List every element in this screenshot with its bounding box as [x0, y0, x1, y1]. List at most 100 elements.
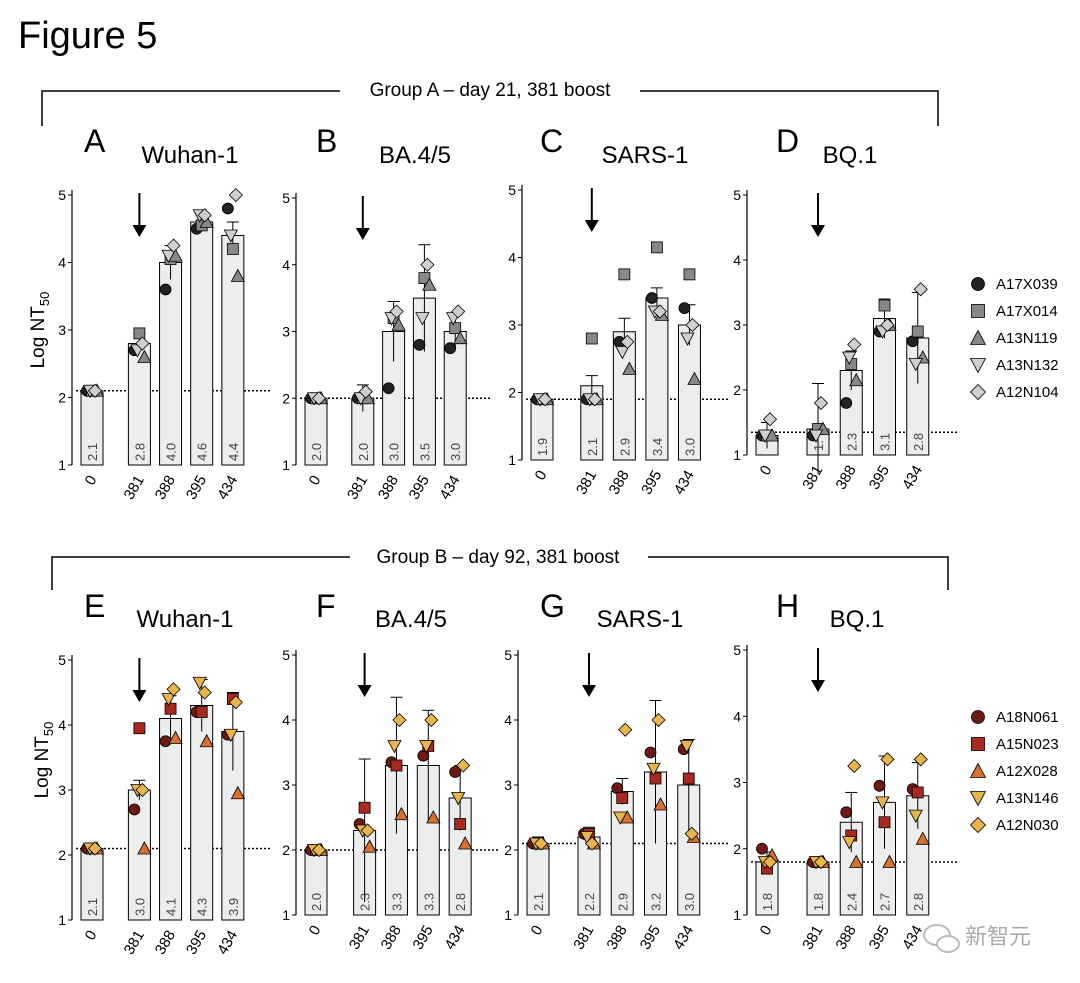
data-point-A12X028: [199, 733, 214, 748]
data-point-A18N061: [159, 735, 172, 748]
bar-value-label: 2.1: [85, 898, 100, 916]
data-point-A12N104: [166, 238, 181, 253]
data-point-A12N104: [620, 334, 635, 349]
data-point-A12N030: [228, 695, 243, 710]
bar-value-label: 2.0: [356, 443, 371, 461]
data-point-A13N119: [622, 361, 637, 375]
data-point-A17X039: [444, 342, 457, 355]
x-tick-label: 388: [375, 473, 402, 503]
y-tick-label: 1: [282, 907, 290, 923]
x-tick-label: 381: [121, 928, 148, 958]
y-tick-label: 5: [733, 642, 741, 658]
bar-value-label: 2.8: [132, 443, 147, 461]
data-point-A13N132: [615, 346, 630, 360]
bar-value-label: 4.3: [195, 898, 210, 916]
data-point-A15N023: [164, 702, 177, 715]
data-point-A12N104: [537, 392, 553, 407]
y-tick-label: 1: [733, 907, 741, 923]
y-tick-label: 3: [504, 777, 512, 793]
bar-395: [190, 705, 214, 921]
data-point-A12N104: [358, 384, 373, 399]
x-tick-label: 388: [152, 473, 179, 503]
x-tick-label: 381: [799, 463, 826, 493]
data-point-A12N030: [166, 682, 181, 697]
data-point-A12X028: [426, 810, 441, 824]
bar-value-label: 3.9: [226, 898, 241, 916]
data-point-A12N104: [389, 304, 404, 319]
data-point-A12X028: [168, 730, 183, 744]
y-tick-label: 2: [508, 385, 516, 401]
bar-value-label: 4.1: [164, 898, 179, 916]
data-point-A15N023: [195, 706, 208, 718]
bar-value-label: 1.9: [535, 438, 550, 456]
data-point-A15N023: [682, 772, 695, 785]
legend-label: A13N146: [996, 790, 1059, 807]
data-point-A13N119: [199, 214, 214, 228]
y-tick-label: 1: [504, 907, 512, 923]
boost-arrow-icon: [811, 225, 825, 237]
data-point-A13N146: [613, 811, 628, 825]
data-point-A12N104: [880, 317, 895, 333]
bar-value-label: 3.3: [421, 893, 436, 911]
y-tick-label: 2: [58, 390, 66, 406]
data-point-A12X028: [653, 797, 668, 811]
bar-value-label: 3.0: [682, 438, 697, 456]
data-point-A12N030: [584, 836, 600, 851]
data-point-A12N104: [762, 412, 778, 427]
panel-D: D BQ.1 1 2 3 4 5 0 1. 381 2.3 388 3.1 395 2.8 434: [733, 123, 957, 493]
bar-value-label: 2.7: [878, 893, 893, 911]
legend-marker-A17X014: [971, 304, 985, 318]
y-tick-label: 3: [282, 324, 290, 340]
y-tick-label: 3: [733, 775, 741, 791]
data-point-A12N030: [360, 823, 375, 838]
panel-letter: E: [84, 588, 105, 624]
legend-marker-A13N132: [969, 358, 987, 374]
data-point-A12X028: [457, 836, 473, 850]
y-tick-label: 1: [58, 457, 66, 473]
x-tick-label: 388: [152, 928, 179, 958]
data-point-A12X028: [137, 841, 152, 855]
x-tick-label: 395: [866, 923, 893, 953]
panel-letter: G: [540, 588, 565, 624]
data-point-A13N146: [842, 836, 857, 850]
data-point-A17X014: [133, 327, 146, 340]
data-point-A12N030: [813, 854, 829, 870]
y-axis-label-bottom: Log NT50: [32, 722, 56, 799]
bar-value-label: 2.0: [309, 443, 324, 461]
panel-title: Wuhan-1: [142, 142, 239, 169]
bar-value-label: 3.0: [448, 443, 463, 461]
bar-value-label: 2.1: [531, 893, 546, 911]
data-point-A12N104: [228, 187, 243, 203]
bar-value-label: 4.4: [226, 443, 241, 461]
boost-arrow-icon: [132, 690, 147, 702]
boost-arrow-icon: [811, 680, 825, 692]
x-tick-label: 388: [832, 923, 859, 953]
data-point-A12N104: [87, 383, 103, 398]
data-point-A12N104: [587, 392, 602, 407]
y-tick-label: 3: [58, 782, 66, 798]
y-tick-label: 2: [733, 841, 741, 857]
data-point-A12N104: [197, 208, 212, 223]
data-point-A15N023: [911, 786, 924, 799]
bar-395: [645, 297, 669, 461]
y-tick-label: 1: [58, 912, 66, 928]
data-point-A13N146: [161, 693, 176, 707]
legend-label: A13N132: [996, 357, 1059, 374]
data-point-A12X028: [394, 806, 409, 821]
bar-value-label: 3.4: [650, 438, 665, 456]
data-point-A18N061: [417, 749, 430, 762]
legend-marker-A12N104: [969, 383, 987, 401]
bar-value-label: 2.1: [585, 438, 600, 456]
data-point-A18N061: [449, 766, 462, 778]
x-tick-label: 434: [214, 928, 241, 958]
legend-label: A18N061: [996, 709, 1059, 726]
data-point-A18N061: [840, 806, 853, 819]
data-point-A12N030: [533, 836, 549, 851]
legend-label: A12N104: [996, 384, 1059, 401]
panel-H: H BQ.1 1 2 3 4 5 1.8 0 1.8 381 2.4 388 2.7 395 2.8 434: [733, 588, 957, 953]
data-point-A13N146: [223, 728, 239, 743]
bar-value-label: 3.5: [417, 443, 432, 461]
x-tick-label: 0: [82, 928, 101, 944]
y-axis-label-subscript: 50: [37, 292, 52, 306]
bar-value-label: 3.3: [389, 893, 404, 911]
